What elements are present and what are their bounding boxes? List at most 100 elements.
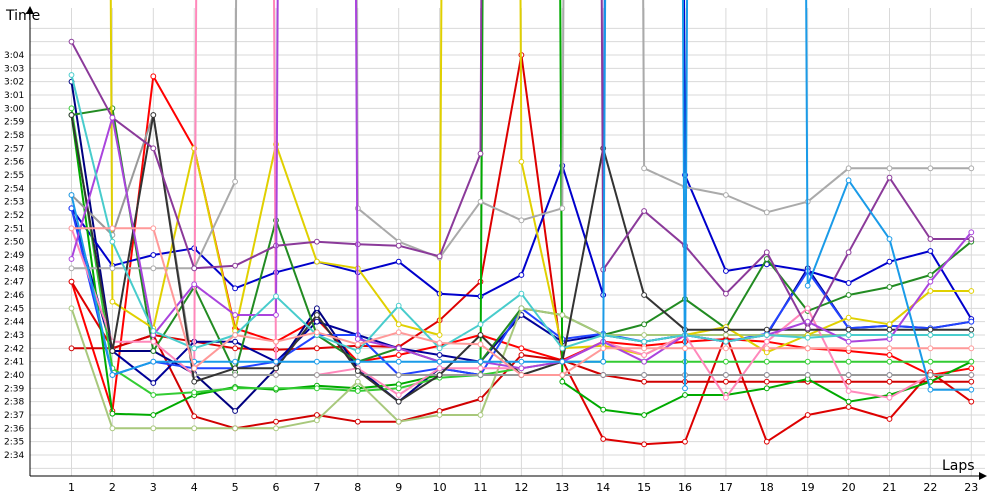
data-point bbox=[150, 73, 157, 80]
data-point bbox=[68, 345, 75, 352]
data-point bbox=[232, 285, 239, 292]
data-point bbox=[641, 165, 647, 172]
data-point bbox=[968, 236, 975, 242]
data-point bbox=[273, 418, 279, 425]
y-tick-label: 2:51 bbox=[4, 224, 24, 234]
data-point bbox=[682, 392, 688, 398]
y-tick-label: 2:53 bbox=[4, 198, 24, 208]
data-point bbox=[845, 280, 852, 286]
data-point bbox=[968, 288, 975, 294]
data-point bbox=[150, 380, 157, 386]
data-point bbox=[845, 372, 852, 378]
data-point bbox=[314, 358, 320, 365]
data-point bbox=[68, 256, 75, 262]
y-tick-label: 3:00 bbox=[4, 104, 24, 114]
plot-area bbox=[68, 0, 975, 448]
data-point bbox=[273, 358, 279, 365]
data-point bbox=[191, 265, 198, 272]
data-point bbox=[886, 416, 893, 422]
data-point bbox=[886, 236, 893, 242]
data-point bbox=[477, 412, 484, 418]
data-point bbox=[68, 112, 75, 118]
y-tick-label: 2:49 bbox=[4, 251, 24, 261]
data-point bbox=[436, 365, 443, 372]
data-point bbox=[804, 372, 811, 378]
data-point bbox=[436, 332, 443, 338]
data-point bbox=[518, 358, 525, 365]
data-point bbox=[845, 292, 852, 298]
data-point bbox=[354, 348, 361, 354]
data-point bbox=[845, 332, 852, 338]
data-point bbox=[232, 365, 239, 372]
data-point bbox=[845, 326, 852, 333]
data-point bbox=[682, 385, 688, 392]
x-tick-label: 17 bbox=[719, 481, 733, 494]
y-tick-label: 2:58 bbox=[4, 131, 24, 141]
data-point bbox=[273, 385, 279, 392]
data-point bbox=[354, 341, 361, 348]
data-point bbox=[723, 326, 729, 333]
x-tick-label: 20 bbox=[842, 481, 856, 494]
data-point bbox=[518, 352, 525, 358]
data-point bbox=[314, 417, 320, 424]
data-point bbox=[395, 358, 402, 365]
data-point bbox=[191, 345, 198, 352]
data-point bbox=[109, 348, 116, 354]
data-point bbox=[273, 312, 279, 318]
data-point bbox=[886, 321, 893, 328]
data-point bbox=[886, 165, 893, 172]
y-tick-label: 3:03 bbox=[4, 64, 24, 74]
data-point bbox=[723, 192, 729, 198]
y-tick-label: 2:35 bbox=[4, 438, 24, 448]
data-point bbox=[886, 378, 893, 385]
data-point bbox=[150, 112, 157, 118]
data-point bbox=[641, 358, 647, 365]
x-tick-label: 10 bbox=[433, 481, 447, 494]
data-point bbox=[927, 386, 934, 393]
data-point bbox=[354, 368, 361, 374]
data-point bbox=[109, 225, 116, 232]
data-point bbox=[191, 281, 198, 288]
x-tick-label: 22 bbox=[923, 481, 937, 494]
data-point bbox=[804, 318, 811, 325]
data-point bbox=[395, 352, 402, 358]
data-point bbox=[518, 345, 525, 352]
x-tick-label: 8 bbox=[354, 481, 361, 494]
data-point bbox=[886, 352, 893, 358]
data-point bbox=[723, 378, 729, 385]
data-point bbox=[641, 292, 647, 298]
data-point bbox=[845, 249, 852, 256]
data-point bbox=[232, 338, 239, 345]
data-point bbox=[845, 338, 852, 345]
data-point bbox=[436, 358, 443, 365]
data-point bbox=[518, 272, 525, 278]
data-point bbox=[927, 288, 934, 294]
y-tick-label: 2:46 bbox=[4, 291, 24, 301]
data-point bbox=[641, 321, 647, 328]
x-tick-label: 1 bbox=[68, 481, 75, 494]
y-tick-label: 2:54 bbox=[4, 184, 24, 194]
data-point bbox=[395, 392, 402, 398]
data-point bbox=[968, 229, 975, 236]
data-point bbox=[436, 352, 443, 358]
y-tick-label: 2:43 bbox=[4, 331, 24, 341]
data-point bbox=[763, 256, 770, 262]
data-point bbox=[150, 425, 157, 432]
data-point bbox=[845, 398, 852, 405]
data-point bbox=[927, 278, 934, 285]
data-point bbox=[682, 438, 688, 445]
data-point bbox=[927, 372, 934, 378]
data-point bbox=[232, 385, 239, 392]
y-tick-label: 2:39 bbox=[4, 384, 24, 394]
data-point bbox=[559, 358, 566, 365]
data-point bbox=[436, 372, 443, 378]
data-point bbox=[518, 372, 525, 378]
data-point bbox=[723, 290, 729, 297]
data-point bbox=[354, 378, 361, 385]
data-point bbox=[232, 408, 239, 414]
data-point bbox=[314, 318, 320, 325]
x-tick-label: 12 bbox=[514, 481, 528, 494]
data-point bbox=[763, 378, 770, 385]
data-point bbox=[804, 412, 811, 418]
data-point bbox=[395, 418, 402, 425]
